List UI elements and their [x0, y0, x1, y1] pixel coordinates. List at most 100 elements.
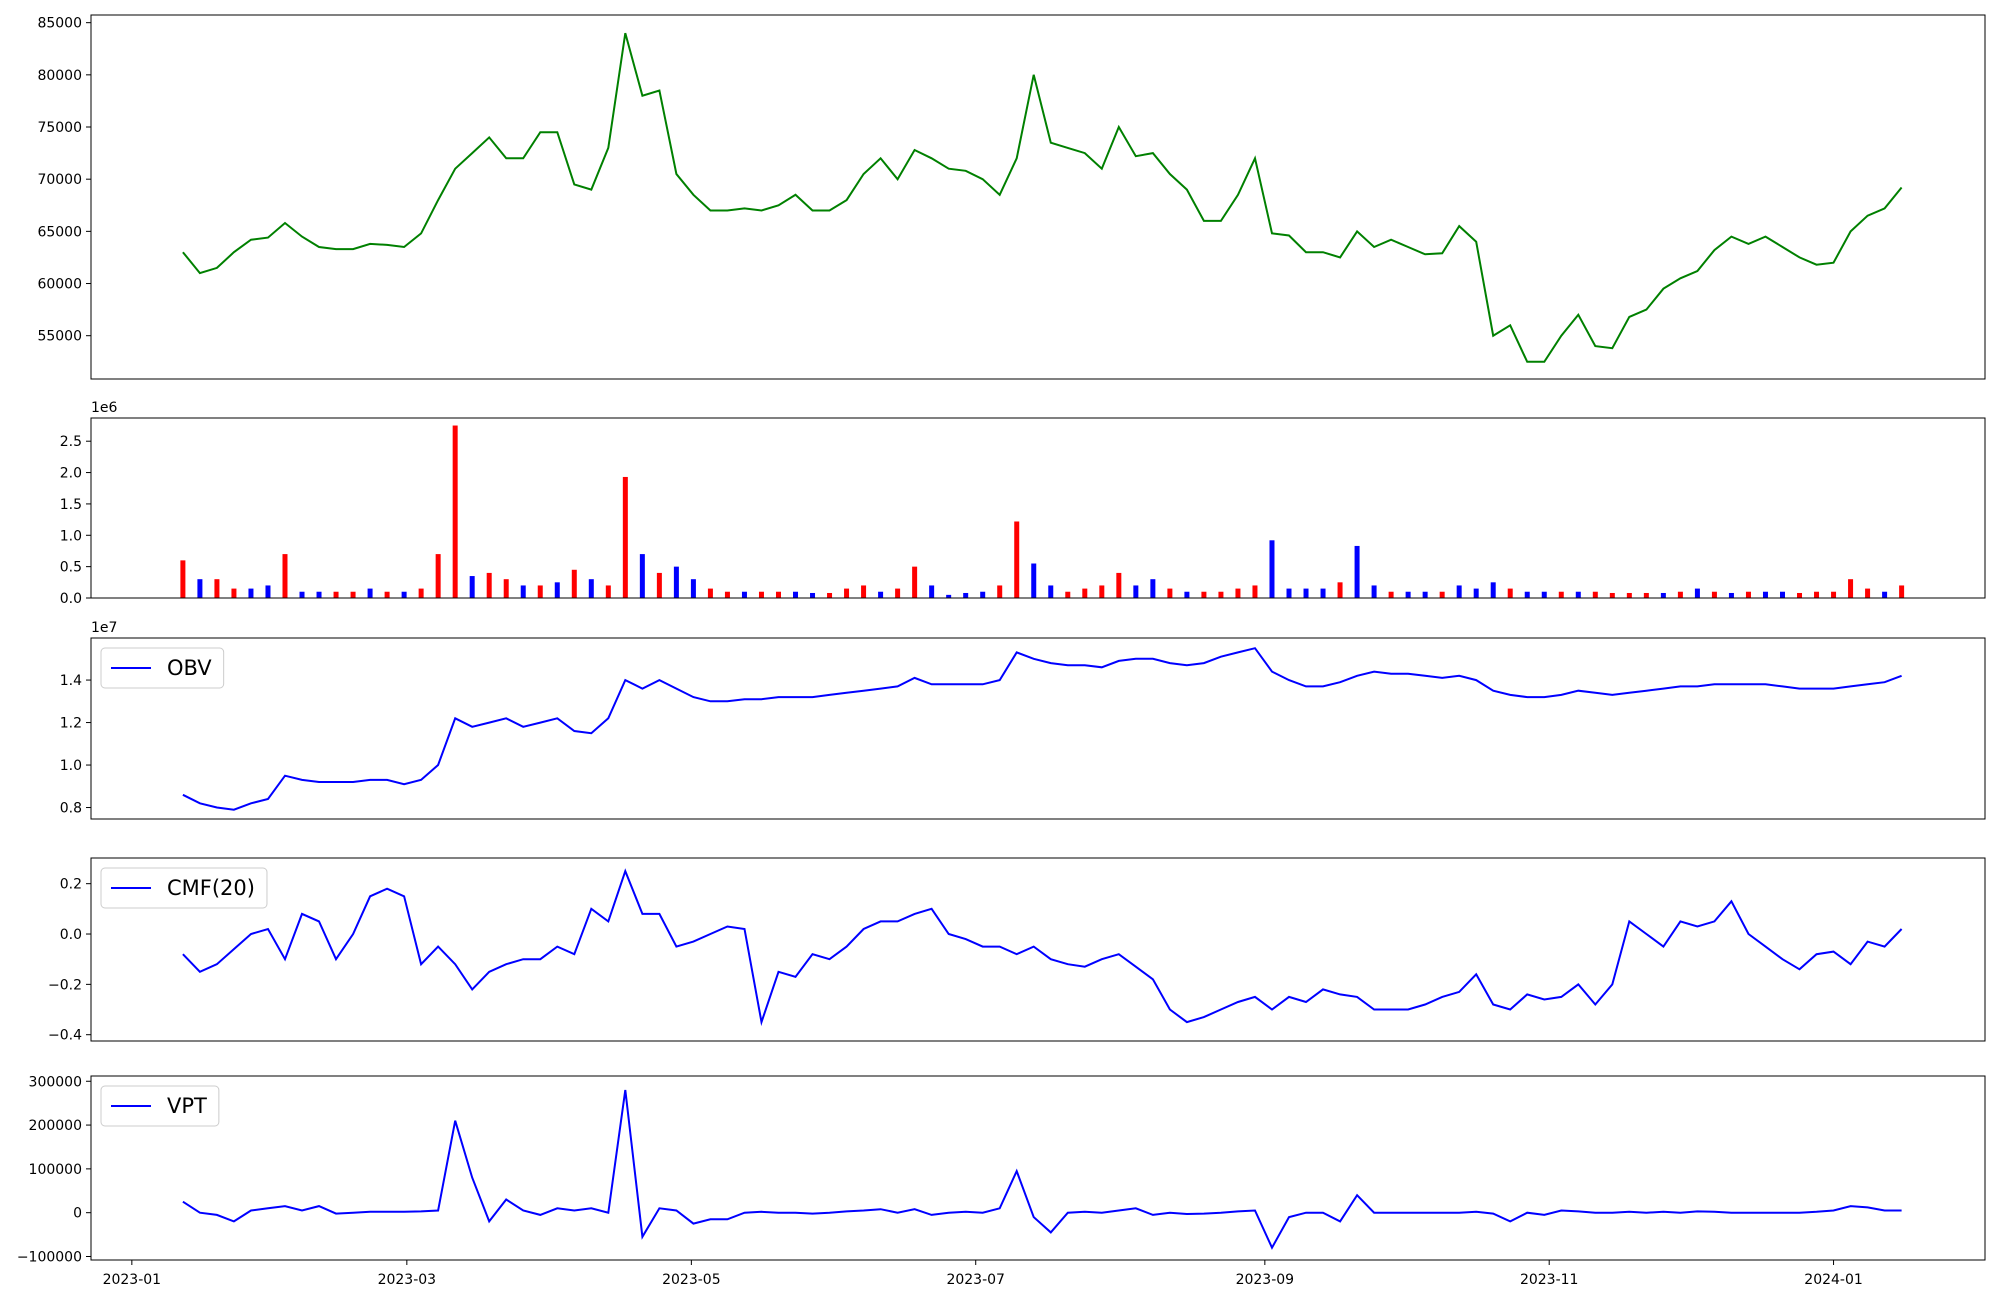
- y-tick-label: 1.4: [60, 673, 82, 689]
- plot-frame: [90, 857, 1986, 1042]
- volume-bar: [1797, 592, 1803, 598]
- volume-bar: [401, 591, 407, 598]
- volume-bar: [452, 425, 458, 598]
- volume-bar: [929, 585, 935, 598]
- volume-bar: [1660, 592, 1666, 598]
- volume-bar: [316, 591, 322, 598]
- volume-bar: [997, 585, 1003, 598]
- volume-bar: [350, 591, 356, 598]
- volume-bar: [1541, 591, 1547, 598]
- volume-bar: [758, 591, 764, 598]
- volume-bar: [299, 591, 305, 598]
- y-tick-label: 2.0: [60, 466, 82, 482]
- x-tick-label: 2023-09: [1236, 1272, 1295, 1288]
- volume-bar: [384, 591, 390, 598]
- volume-bar: [1082, 588, 1088, 598]
- volume-bar: [707, 588, 713, 598]
- y-tick-label: 100000: [29, 1162, 82, 1178]
- volume-bar: [1643, 592, 1649, 598]
- x-tick-label: 2023-05: [662, 1272, 721, 1288]
- volume-bar: [1831, 591, 1837, 598]
- plot-frame: [90, 417, 1986, 599]
- x-tick-label: 2023-01: [103, 1272, 162, 1288]
- volume-bar: [1048, 585, 1054, 598]
- volume-bar: [1184, 591, 1190, 598]
- volume-bar: [554, 582, 560, 598]
- volume-bar: [1677, 591, 1683, 598]
- volume-bar: [1150, 579, 1156, 598]
- series-line: [182, 1089, 1902, 1250]
- legend-label: OBV: [167, 656, 212, 680]
- volume-bar: [588, 579, 594, 598]
- volume-bar: [963, 592, 969, 598]
- offset-text: 1e7: [91, 620, 117, 636]
- y-tick-label: 1.0: [60, 758, 82, 774]
- volume-bar: [1711, 591, 1717, 598]
- volume-bar: [469, 576, 475, 598]
- volume-bar: [673, 566, 679, 598]
- volume-bar: [810, 592, 816, 598]
- volume-bar: [639, 554, 645, 598]
- volume-bar: [1473, 588, 1479, 598]
- volume-bar: [1014, 521, 1020, 598]
- legend-box: [100, 1085, 220, 1127]
- volume-bar: [980, 591, 986, 598]
- volume-bar: [265, 585, 271, 598]
- volume-bar: [418, 588, 424, 598]
- volume-bar: [912, 566, 918, 598]
- y-tick-label: 0.0: [60, 927, 82, 943]
- y-tick-label: 75000: [37, 120, 82, 136]
- volume-bar: [520, 585, 526, 598]
- x-tick-label: 2023-11: [1520, 1272, 1579, 1288]
- y-tick-label: 65000: [37, 224, 82, 240]
- volume-bar: [1099, 585, 1105, 598]
- volume-bar: [656, 572, 662, 598]
- volume-bar: [1865, 588, 1871, 598]
- volume-bar: [180, 560, 186, 598]
- volume-bar: [1762, 591, 1768, 598]
- legend-box: [100, 867, 268, 909]
- volume-bar: [1388, 591, 1394, 598]
- volume-bar: [844, 588, 850, 598]
- y-tick-label: 0.8: [60, 801, 82, 817]
- volume-bar: [1745, 591, 1751, 598]
- y-tick-label: 300000: [29, 1074, 82, 1090]
- volume-bar: [1609, 592, 1615, 598]
- volume-bar: [503, 579, 509, 598]
- volume-bar: [1133, 585, 1139, 598]
- volume-bar: [1201, 591, 1207, 598]
- y-tick-label: −0.4: [48, 1028, 82, 1044]
- volume-bar: [1031, 563, 1037, 598]
- y-tick-label: −100000: [17, 1249, 82, 1265]
- offset-text: 1e6: [91, 400, 118, 416]
- y-tick-label: 85000: [37, 16, 82, 32]
- y-tick-label: 1.5: [60, 497, 82, 513]
- volume-bar: [1439, 591, 1445, 598]
- volume-bar: [214, 579, 220, 598]
- y-tick-label: −0.2: [48, 977, 82, 993]
- volume-bar: [1405, 591, 1411, 598]
- series-line: [182, 32, 1903, 363]
- volume-bar: [861, 585, 867, 598]
- volume-bar: [1882, 591, 1888, 598]
- volume-bar: [622, 476, 628, 598]
- volume-bar: [605, 585, 611, 598]
- volume-bar: [1320, 588, 1326, 598]
- volume-bar: [435, 554, 441, 598]
- volume-bar: [1269, 540, 1275, 598]
- volume-bar: [1354, 545, 1360, 598]
- plot-frame: [90, 14, 1986, 380]
- volume-bar: [231, 588, 237, 598]
- volume-bar: [1575, 591, 1581, 598]
- volume-bar: [1728, 592, 1734, 598]
- volume-bar: [1592, 591, 1598, 598]
- volume-bar: [248, 588, 254, 598]
- volume-bar: [1694, 588, 1700, 598]
- volume-bar: [282, 554, 288, 598]
- volume-bar: [1303, 588, 1309, 598]
- y-tick-label: 80000: [37, 68, 82, 84]
- volume-bar: [1779, 591, 1785, 598]
- volume-bar: [1558, 591, 1564, 598]
- y-tick-label: 0.2: [60, 877, 82, 893]
